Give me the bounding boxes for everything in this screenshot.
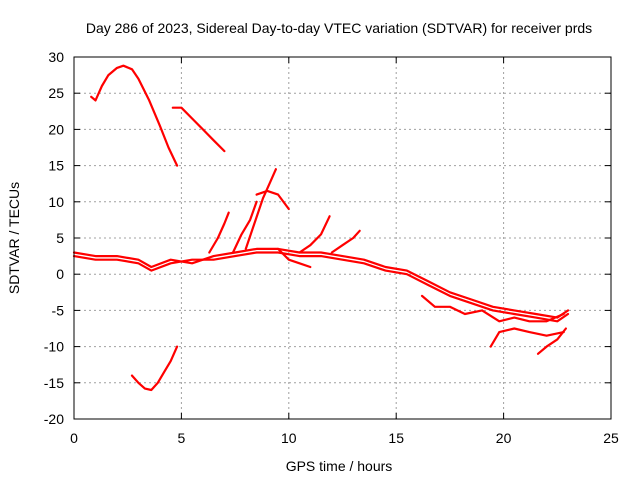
- series-arc-3: [130, 345, 179, 392]
- y-tick-label: -5: [52, 302, 65, 318]
- y-axis-label: SDTVAR / TECUs: [6, 182, 22, 294]
- x-axis-label: GPS time / hours: [286, 458, 393, 474]
- y-tick-label: 15: [48, 158, 64, 174]
- series-arc-2: [171, 106, 226, 153]
- series-base-2: [72, 251, 570, 323]
- series-spike-2: [231, 200, 258, 254]
- y-tick-label: 0: [56, 266, 64, 282]
- grid-layer: [74, 57, 611, 419]
- chart-title: Day 286 of 2023, Sidereal Day-to-day VTE…: [86, 20, 592, 36]
- series-spike-5: [298, 215, 331, 254]
- y-tick-label: 30: [48, 49, 64, 65]
- x-tick-label: 15: [388, 430, 404, 446]
- x-tick-label: 25: [603, 430, 619, 446]
- series-layer: [72, 64, 570, 392]
- y-tick-label: -10: [44, 339, 64, 355]
- x-tick-label: 20: [496, 430, 512, 446]
- series-spike-6: [330, 229, 361, 254]
- y-tick-label: -15: [44, 375, 64, 391]
- series-spike-7: [277, 247, 312, 269]
- y-tick-label: 5: [56, 230, 64, 246]
- series-arc-1: [90, 64, 179, 167]
- y-tick-label: -20: [44, 411, 64, 427]
- x-tick-label: 10: [281, 430, 297, 446]
- series-spike-1: [208, 211, 230, 254]
- series-base-1: [72, 247, 570, 319]
- y-tick-label: 25: [48, 85, 64, 101]
- x-tick-label: 5: [178, 430, 186, 446]
- series-spike-4: [255, 189, 290, 211]
- x-tick-label: 0: [70, 430, 78, 446]
- tick-layer: 0 5 10 15 20 25 -20 -15 -10 -5 0 5 10 15 20 25 30: [44, 49, 619, 446]
- y-tick-label: 10: [48, 194, 64, 210]
- series-lower-3: [536, 327, 568, 355]
- series-lower-1: [420, 294, 565, 323]
- series-spike-3: [244, 168, 277, 250]
- series-lower-2: [489, 327, 565, 348]
- y-tick-label: 20: [48, 121, 64, 137]
